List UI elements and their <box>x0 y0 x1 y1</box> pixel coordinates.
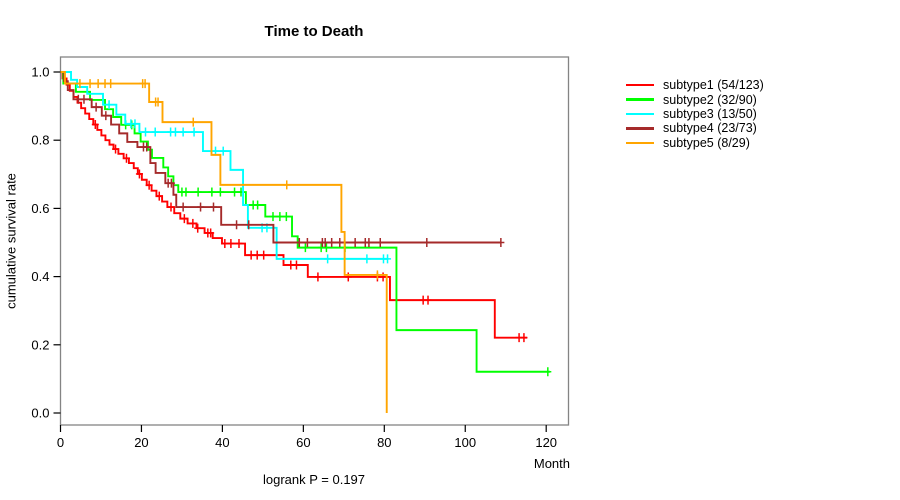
x-tick-label: 40 <box>215 435 229 450</box>
legend-line-icon <box>626 127 654 130</box>
legend-item-subtype5: subtype5 (8/29) <box>626 136 764 150</box>
x-tick-label: 100 <box>454 435 476 450</box>
logrank-p-value: logrank P = 0.197 <box>262 472 366 487</box>
y-tick-label: 0.0 <box>31 406 49 421</box>
legend-line-icon <box>626 98 654 101</box>
legend-label: subtype5 (8/29) <box>663 135 750 150</box>
legend-item-subtype4: subtype4 (23/73) <box>626 121 764 135</box>
legend-line-icon <box>626 141 654 144</box>
y-axis-label: cumulative survival rate <box>3 173 19 309</box>
legend-label: subtype4 (23/73) <box>663 121 757 136</box>
y-tick-label: 0.2 <box>31 337 49 352</box>
legend-label: subtype2 (32/90) <box>663 92 757 107</box>
km-curve-subtype5 <box>60 71 388 413</box>
x-tick-label: 80 <box>377 435 391 450</box>
legend-item-subtype3: subtype3 (13/50) <box>626 107 764 121</box>
legend-item-subtype1: subtype1 (54/123) <box>626 78 764 92</box>
legend-label: subtype1 (54/123) <box>663 78 764 93</box>
page-title: Time to Death <box>264 23 364 40</box>
km-curve-subtype1 <box>60 71 528 339</box>
x-axis-label: Month <box>533 456 570 471</box>
x-tick-label: 20 <box>134 435 148 450</box>
legend: subtype1 (54/123) subtype2 (32/90) subty… <box>626 78 764 150</box>
x-tick-label: 120 <box>535 435 557 450</box>
legend-line-icon <box>626 112 654 116</box>
x-tick-label: 0 <box>57 435 64 450</box>
y-tick-label: 1.0 <box>31 65 49 80</box>
y-tick-label: 0.6 <box>31 201 49 216</box>
km-curve-subtype2 <box>60 71 550 373</box>
x-tick-label: 60 <box>296 435 310 450</box>
legend-line-icon <box>626 83 654 87</box>
y-tick-label: 0.4 <box>31 269 49 284</box>
legend-item-subtype2: subtype2 (32/90) <box>626 92 764 107</box>
legend-label: subtype3 (13/50) <box>663 106 757 121</box>
y-tick-label: 0.8 <box>31 133 49 148</box>
km-curve-subtype4 <box>60 71 502 244</box>
plot-frame <box>59 56 570 426</box>
km-curve-subtype3 <box>60 71 389 260</box>
